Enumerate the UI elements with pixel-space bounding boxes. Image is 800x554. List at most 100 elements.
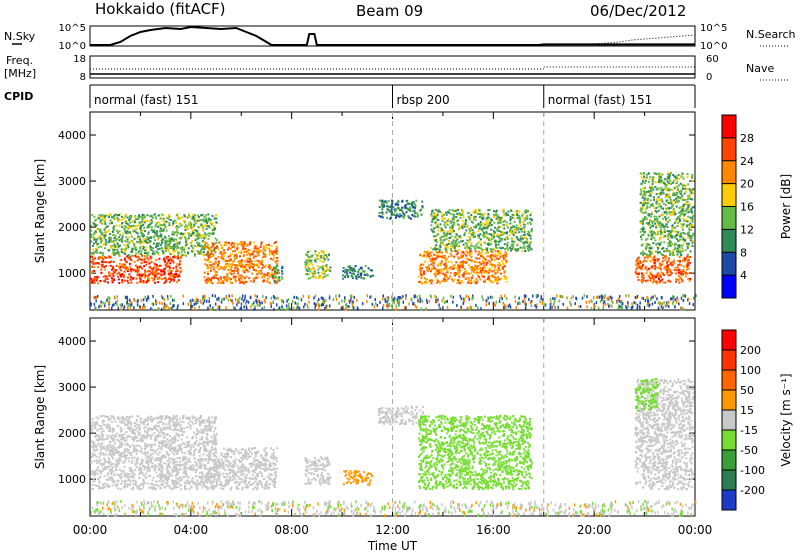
power-cell — [684, 249, 687, 252]
power-ground-scatter — [108, 297, 111, 300]
power-cell — [468, 264, 470, 267]
power-ground-scatter — [411, 298, 413, 302]
power-cell — [457, 265, 460, 268]
power-cell — [652, 276, 655, 279]
power-cell — [675, 178, 678, 180]
power-ground-scatter — [493, 302, 495, 306]
power-ground-scatter — [460, 297, 463, 301]
power-cell — [667, 279, 670, 282]
power-cell — [179, 260, 182, 263]
power-cell — [454, 210, 457, 212]
power-cell — [458, 275, 461, 278]
power-cell — [683, 219, 686, 222]
power-cell — [675, 278, 678, 281]
power-ground-scatter — [657, 306, 660, 310]
power-cell — [318, 275, 321, 277]
power-cell — [369, 269, 372, 272]
power-cell — [143, 215, 146, 218]
power-cell — [665, 219, 668, 222]
power-cell — [167, 245, 170, 247]
power-cell — [677, 250, 680, 253]
power-cell — [274, 268, 277, 271]
power-cell — [498, 268, 501, 271]
power-cell — [156, 230, 159, 233]
power-cell — [481, 260, 484, 263]
power-cell — [490, 218, 493, 221]
power-cell — [682, 259, 685, 262]
power-cell — [437, 269, 440, 272]
power-cell — [664, 216, 667, 219]
power-cell — [230, 243, 233, 246]
power-cell — [495, 244, 497, 246]
power-cell — [481, 256, 484, 258]
power-cell — [408, 209, 411, 212]
power-ground-scatter — [687, 297, 690, 301]
power-cell — [650, 238, 653, 241]
power-cell — [678, 207, 681, 209]
power-cell — [486, 217, 489, 220]
power-cell — [90, 240, 93, 243]
power-cell — [492, 233, 495, 235]
power-cell — [652, 225, 654, 228]
power-cell — [268, 243, 270, 246]
power-cell — [468, 240, 471, 243]
power-cell — [450, 241, 453, 244]
power-ground-scatter — [288, 302, 290, 306]
power-cell — [151, 230, 154, 233]
power-cell — [116, 216, 119, 219]
power-cell — [505, 280, 508, 283]
power-ground-scatter — [244, 301, 247, 305]
power-cell — [472, 280, 475, 283]
power-cell — [681, 184, 684, 187]
power-cell — [322, 255, 325, 258]
power-cell — [635, 263, 638, 266]
power-ground-scatter — [344, 298, 346, 301]
power-cell — [410, 217, 412, 220]
power-cell — [173, 248, 175, 251]
power-cell — [150, 267, 153, 270]
power-ground-scatter — [646, 296, 648, 299]
power-ground-scatter — [508, 303, 511, 307]
power-cell — [461, 225, 464, 228]
power-cell — [305, 273, 308, 275]
power-cell — [423, 260, 426, 263]
power-cell — [307, 263, 310, 266]
power-cell — [165, 279, 168, 282]
power-cell — [488, 222, 491, 224]
power-cell — [150, 277, 153, 280]
power-cell — [517, 238, 519, 241]
power-cell — [155, 222, 158, 225]
power-cell — [652, 231, 655, 234]
power-ground-scatter — [256, 295, 258, 299]
power-cell — [491, 281, 494, 284]
power-cell — [125, 267, 127, 270]
power-cell — [172, 230, 175, 233]
power-cell — [93, 237, 96, 240]
power-cell — [403, 214, 406, 217]
power-cell — [105, 264, 107, 267]
power-cell — [251, 266, 254, 268]
power-cell — [187, 228, 190, 231]
power-cell — [439, 246, 442, 249]
power-cell — [140, 259, 143, 262]
power-cell — [411, 210, 414, 213]
power-cell — [100, 271, 103, 274]
power-ground-scatter — [129, 298, 131, 302]
power-cell — [260, 272, 263, 275]
power-cell — [157, 242, 160, 245]
power-cell — [205, 218, 207, 221]
power-cell — [684, 258, 687, 261]
power-cell — [640, 228, 643, 231]
power-cell — [133, 237, 136, 240]
power-cell — [168, 215, 171, 218]
power-cell — [129, 256, 132, 259]
power-cell — [176, 244, 179, 247]
power-cell — [247, 265, 250, 268]
power-cell — [644, 231, 646, 234]
power-cell — [672, 212, 674, 214]
power-cell — [655, 193, 658, 196]
power-cell — [644, 201, 647, 204]
power-cell — [669, 270, 672, 273]
power-cell — [477, 265, 480, 267]
power-cell — [118, 236, 121, 239]
